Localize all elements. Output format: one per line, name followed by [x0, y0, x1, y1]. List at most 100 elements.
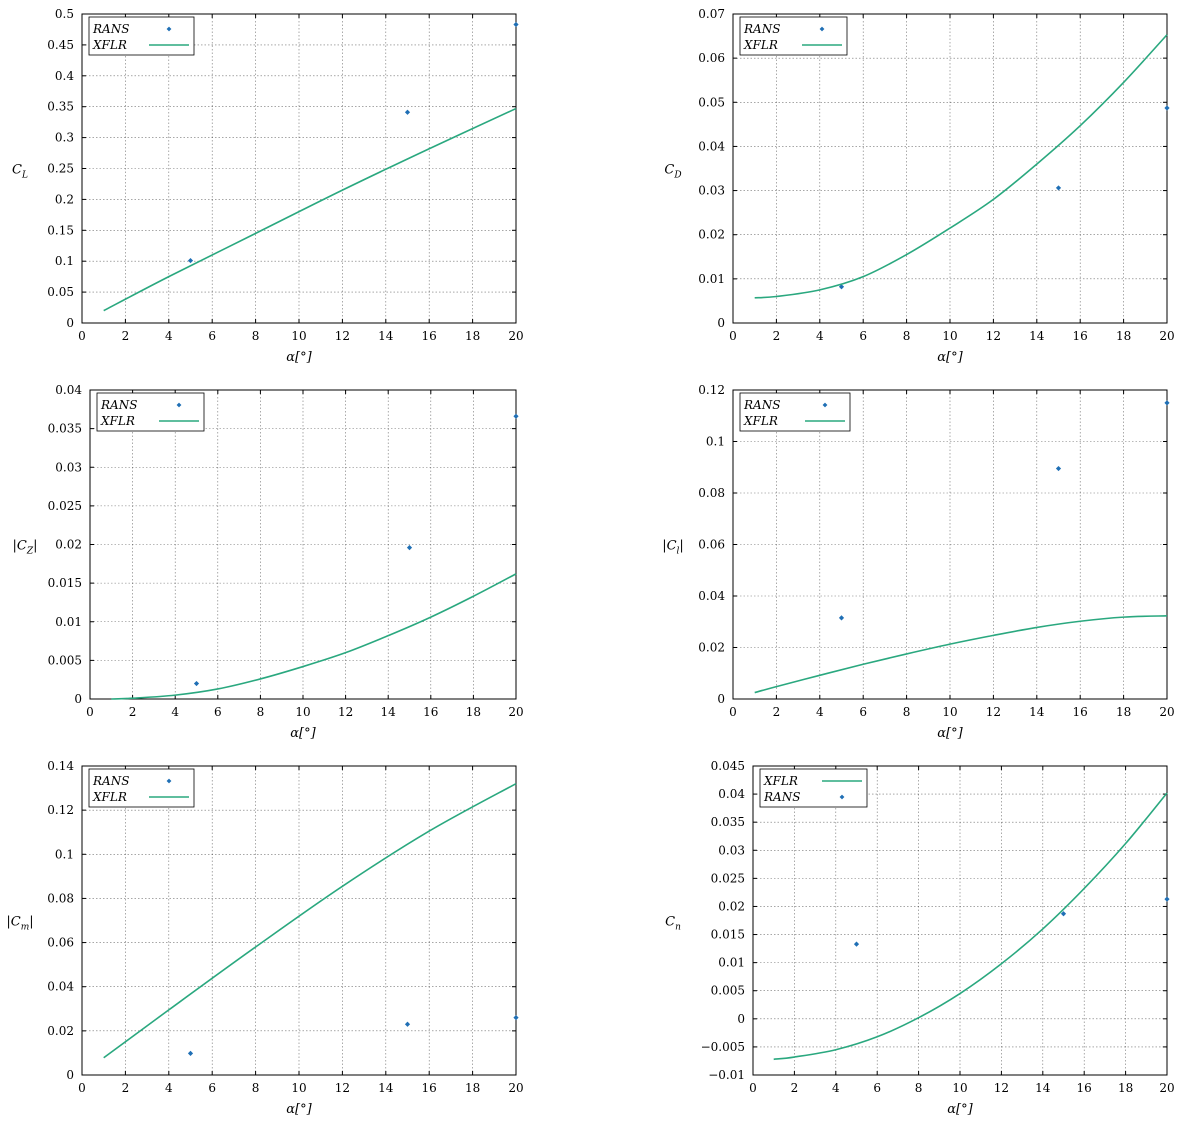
series-line-xflr: [773, 792, 1168, 1061]
chart-panel-3: 0 2 4 6 8 10 12 14 16 18 20 0 0.005 0.01 0.015 0.02 0.02…: [13, 383, 524, 741]
y-tick-label: 0.14: [47, 759, 74, 773]
y-tick-label: 0.05: [698, 95, 725, 109]
y-tick-label: 0.1: [706, 435, 725, 449]
y-tick-label: 0.01: [698, 272, 725, 286]
data-point-rans: [513, 21, 519, 28]
y-tick-label: 0.08: [698, 486, 725, 500]
y-tick-label: 0: [66, 316, 74, 330]
x-tick-label: 6: [859, 705, 867, 719]
y-tick-label: 0.5: [55, 7, 74, 21]
legend-box: [88, 768, 195, 808]
y-tick-label: 0.01: [55, 615, 82, 629]
data-point-rans: [404, 1021, 411, 1027]
y-tick-label: 0: [717, 692, 725, 706]
legend-swatch-marker: [839, 794, 845, 800]
y-tick-label: 0.4: [55, 69, 74, 83]
y-tick-label: 0.25: [47, 162, 74, 176]
data-point-rans: [838, 284, 845, 290]
x-tick-label: 2: [791, 1081, 799, 1095]
y-tick-label: 0.005: [711, 984, 745, 998]
legend-swatch-marker: [176, 402, 182, 408]
data-point-rans: [853, 941, 860, 947]
y-tick-label: 0.03: [718, 843, 745, 857]
x-tick-label: 4: [171, 705, 179, 719]
legend-entry-label: RANS: [743, 22, 780, 36]
legend: XFLR RANS: [759, 768, 868, 808]
y-tick-label: 0.02: [47, 1024, 74, 1038]
x-tick-label: 12: [986, 329, 1001, 343]
x-tick-label: 0: [86, 705, 94, 719]
x-tick-label: 16: [422, 329, 437, 343]
y-tick-label: 0.025: [48, 499, 82, 513]
x-tick-label: 14: [1029, 705, 1045, 719]
x-tick-label: 2: [129, 705, 137, 719]
y-tick-label: 0.035: [48, 422, 82, 436]
grid: [733, 390, 1167, 699]
data-point-rans: [406, 544, 413, 551]
series-line-xflr: [103, 107, 517, 312]
y-tick-label: 0.04: [698, 139, 725, 153]
legend-entry-label: RANS: [763, 790, 800, 804]
y-tick-label: 0.04: [718, 787, 745, 801]
grid: [82, 14, 516, 323]
legend-entry-label: RANS: [100, 398, 137, 412]
y-tick-label: 0.01: [718, 956, 745, 970]
x-tick-label: 0: [78, 1081, 86, 1095]
x-tick-label: 16: [1073, 705, 1088, 719]
x-axis-label: α[°]: [286, 1102, 312, 1117]
y-tick-label: 0.005: [48, 653, 82, 667]
x-tick-label: 10: [952, 1081, 967, 1095]
y-tick-label: 0.06: [698, 538, 725, 552]
legend: RANS XFLR: [88, 16, 195, 56]
x-tick-label: 16: [1073, 329, 1088, 343]
y-tick-label: 0: [66, 1068, 74, 1082]
legend: RANS XFLR: [96, 392, 205, 432]
grid: [90, 390, 516, 699]
series-layer: [103, 782, 519, 1059]
legend: RANS XFLR: [739, 16, 848, 56]
legend-entry-label: XFLR: [743, 38, 778, 52]
x-axis-label: α[°]: [290, 726, 316, 741]
x-tick-label: 14: [1035, 1081, 1051, 1095]
x-tick-label: 8: [903, 329, 911, 343]
y-tick-label: −0.01: [708, 1068, 745, 1082]
data-point-rans: [187, 257, 194, 264]
y-tick-label: 0.35: [47, 100, 74, 114]
plot-frame: [81, 13, 517, 324]
x-tick-label: 20: [1159, 705, 1174, 719]
x-tick-label: 4: [816, 329, 824, 343]
x-tick-label: 2: [122, 1081, 130, 1095]
x-axis-label: α[°]: [947, 1102, 973, 1117]
data-point-rans: [1164, 400, 1170, 406]
x-tick-label: 14: [378, 329, 394, 343]
y-tick-label: 0.08: [47, 891, 74, 905]
y-tick-label: 0.025: [711, 871, 745, 885]
legend: RANS XFLR: [739, 392, 851, 432]
x-tick-label: 6: [208, 329, 216, 343]
y-axis-label: |Cm|: [6, 915, 33, 933]
series-layer: [103, 21, 519, 312]
x-tick-label: 12: [335, 1081, 350, 1095]
grid: [82, 766, 516, 1075]
grid: [753, 766, 1167, 1075]
data-point-rans: [1164, 105, 1170, 111]
y-tick-label: 0.035: [711, 815, 745, 829]
x-tick-label: 8: [915, 1081, 923, 1095]
x-tick-label: 14: [381, 705, 397, 719]
x-tick-label: 8: [252, 1081, 260, 1095]
y-tick-label: 0.04: [55, 383, 82, 397]
series-layer: [754, 400, 1170, 694]
legend: RANS XFLR: [88, 768, 195, 808]
chart-panel-2: 0 2 4 6 8 10 12 14 16 18 20 0 0.01 0.02 0.03 0.04 0.05 0.…: [664, 7, 1174, 365]
chart-panel-1: 0 2 4 6 8 10 12 14 16 18 20 0 0.05 0.1 0.15 0.2 0.25 0.3 0…: [12, 7, 524, 365]
x-tick-label: 18: [1118, 1081, 1133, 1095]
legend-box: [88, 16, 195, 56]
legend-swatch-marker: [166, 778, 172, 784]
x-tick-label: 0: [749, 1081, 757, 1095]
x-tick-label: 18: [465, 329, 480, 343]
x-tick-label: 20: [1159, 329, 1174, 343]
x-tick-label: 2: [773, 329, 781, 343]
y-tick-label: 0: [717, 316, 725, 330]
legend-entry-label: XFLR: [92, 790, 127, 804]
x-tick-label: 4: [165, 1081, 173, 1095]
